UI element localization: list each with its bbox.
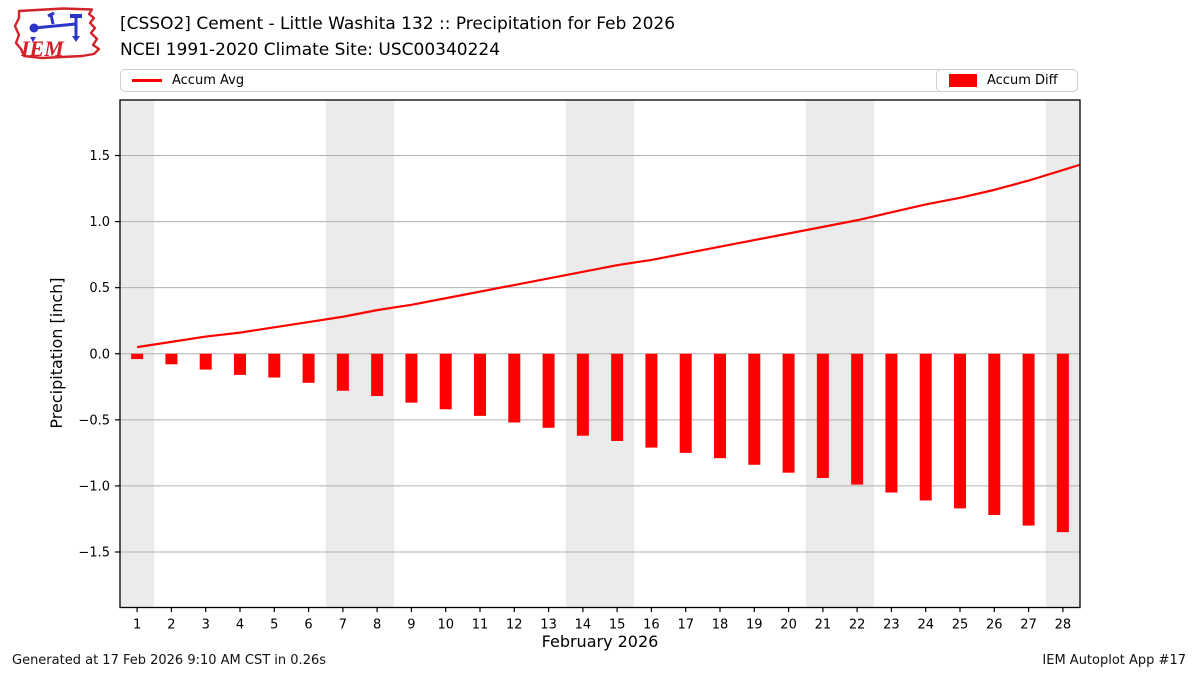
- y-tick-label: −1.0: [78, 479, 110, 494]
- chart-title: [CSSO2] Cement - Little Washita 132 :: P…: [120, 14, 676, 34]
- accum-diff-bar: [474, 353, 486, 416]
- accum-diff-bar: [851, 353, 864, 485]
- accum-avg-line-swatch-icon: [132, 79, 162, 82]
- x-tick-label: 13: [540, 618, 557, 633]
- accum-diff-bar: [816, 353, 829, 478]
- x-tick-label: 24: [917, 618, 934, 633]
- x-tick-label: 21: [815, 618, 832, 633]
- x-axis-label: February 2026: [541, 632, 659, 651]
- accum-diff-bar: [645, 353, 658, 448]
- x-tick-label: 14: [575, 618, 592, 633]
- legend-box: Accum Avg: [120, 69, 1078, 92]
- y-tick-label: 0.5: [89, 281, 110, 296]
- accum-diff-bar: [679, 353, 692, 453]
- accum-diff-bar: [405, 353, 418, 403]
- x-tick-label: 7: [339, 618, 347, 633]
- accum-diff-bar: [508, 353, 521, 423]
- accum-diff-bar: [542, 353, 555, 428]
- accum-diff-bar-swatch-icon: [949, 74, 977, 87]
- accum-diff-bar: [885, 353, 898, 493]
- accum-diff-bar: [611, 353, 624, 441]
- accum-diff-bar: [576, 353, 589, 436]
- accum-diff-bar: [234, 353, 246, 375]
- accum-diff-bar: [988, 353, 1001, 515]
- chart-subtitle: NCEI 1991-2020 Climate Site: USC00340224: [120, 40, 501, 60]
- accum-diff-bar: [302, 353, 315, 383]
- y-tick-label: 1.0: [89, 215, 110, 230]
- accum-diff-bar: [199, 353, 212, 370]
- x-tick-label: 25: [952, 618, 969, 633]
- app-credit: IEM Autoplot App #17: [1042, 653, 1186, 668]
- x-tick-label: 26: [986, 618, 1003, 633]
- x-tick-label: 18: [712, 618, 729, 633]
- accum-diff-bar: [919, 353, 932, 501]
- generated-timestamp: Generated at 17 Feb 2026 9:10 AM CST in …: [12, 653, 327, 668]
- y-tick-label: 1.5: [89, 149, 110, 164]
- x-tick-label: 20: [780, 618, 797, 633]
- logo-text: IEM: [20, 36, 65, 61]
- x-tick-label: 10: [437, 618, 454, 633]
- accum-diff-bar: [371, 353, 384, 397]
- x-tick-label: 11: [472, 618, 489, 633]
- accum-diff-bar: [131, 353, 144, 360]
- legend-box-diff: Accum Diff: [936, 69, 1078, 92]
- accum-diff-bar: [954, 353, 966, 509]
- accum-diff-bar: [714, 353, 726, 459]
- accum-diff-bar: [268, 353, 281, 378]
- x-tick-label: 23: [883, 618, 900, 633]
- x-tick-label: 16: [643, 618, 660, 633]
- x-tick-label: 12: [506, 618, 523, 633]
- accum-diff-bar: [165, 353, 178, 365]
- accum-diff-bar: [1022, 353, 1035, 526]
- accum-diff-bar: [336, 353, 349, 391]
- y-tick-label: −0.5: [78, 413, 110, 428]
- accum-diff-bar: [439, 353, 452, 410]
- accum-diff-bar: [1056, 353, 1069, 533]
- y-tick-label: 0.0: [89, 347, 110, 362]
- iowa-outline-icon: [13, 7, 101, 60]
- weather-station-icon: [29, 11, 82, 42]
- x-tick-label: 8: [373, 618, 381, 633]
- x-tick-label: 17: [677, 618, 694, 633]
- accum-avg-line: [136, 163, 1081, 349]
- x-tick-label: 5: [270, 618, 278, 633]
- legend-accum-diff-label: Accum Diff: [987, 73, 1058, 88]
- x-tick-label: 19: [746, 618, 763, 633]
- legend-accum-avg-label: Accum Avg: [172, 73, 245, 88]
- x-tick-label: 9: [407, 618, 415, 633]
- x-tick-label: 15: [609, 618, 626, 633]
- chart-title-block: [CSSO2] Cement - Little Washita 132 :: P…: [120, 11, 675, 63]
- accum-diff-bar: [782, 353, 795, 473]
- x-tick-label: 6: [304, 618, 312, 633]
- x-tick-label: 27: [1020, 618, 1037, 633]
- x-tick-label: 22: [849, 618, 866, 633]
- y-axis-label: Precipitation [inch]: [47, 277, 66, 429]
- x-tick-label: 28: [1055, 618, 1072, 633]
- x-tick-label: 3: [202, 618, 210, 633]
- iem-logo: IEM: [13, 7, 101, 61]
- x-tick-label: 4: [236, 618, 244, 633]
- x-tick-label: 2: [167, 618, 175, 633]
- y-tick-label: −1.5: [78, 545, 110, 560]
- x-tick-label: 1: [133, 618, 141, 633]
- accum-diff-bar: [748, 353, 761, 465]
